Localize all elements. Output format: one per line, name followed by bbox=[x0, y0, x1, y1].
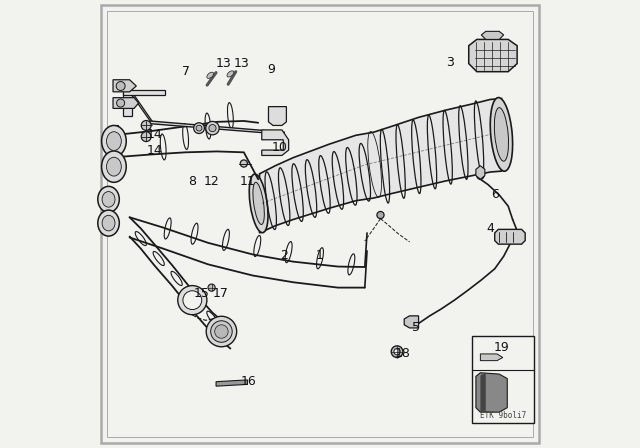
Polygon shape bbox=[468, 39, 517, 72]
Ellipse shape bbox=[194, 123, 204, 134]
Polygon shape bbox=[404, 316, 419, 328]
Ellipse shape bbox=[102, 192, 115, 207]
Text: 8: 8 bbox=[188, 175, 196, 188]
Polygon shape bbox=[262, 130, 289, 155]
Ellipse shape bbox=[116, 82, 125, 90]
Text: 7: 7 bbox=[182, 65, 189, 78]
Polygon shape bbox=[476, 166, 485, 179]
Text: 6: 6 bbox=[491, 188, 499, 202]
Polygon shape bbox=[150, 121, 284, 134]
FancyBboxPatch shape bbox=[472, 336, 534, 423]
Ellipse shape bbox=[102, 215, 115, 231]
Polygon shape bbox=[481, 31, 504, 39]
Polygon shape bbox=[260, 99, 502, 233]
Ellipse shape bbox=[394, 349, 400, 355]
Text: 5: 5 bbox=[412, 320, 420, 334]
Ellipse shape bbox=[377, 211, 384, 219]
Ellipse shape bbox=[490, 98, 513, 171]
Ellipse shape bbox=[209, 125, 216, 132]
Ellipse shape bbox=[205, 121, 219, 135]
Text: 1: 1 bbox=[316, 249, 324, 262]
Ellipse shape bbox=[116, 99, 125, 107]
Ellipse shape bbox=[476, 168, 484, 179]
Ellipse shape bbox=[106, 132, 122, 151]
Polygon shape bbox=[216, 380, 248, 386]
Text: 13: 13 bbox=[215, 57, 231, 70]
Ellipse shape bbox=[215, 325, 228, 338]
Polygon shape bbox=[116, 125, 118, 152]
Text: 19: 19 bbox=[493, 340, 509, 354]
Text: 15: 15 bbox=[193, 287, 209, 300]
Ellipse shape bbox=[102, 151, 126, 182]
Polygon shape bbox=[113, 98, 138, 108]
Ellipse shape bbox=[178, 286, 207, 314]
Ellipse shape bbox=[207, 72, 214, 78]
Ellipse shape bbox=[106, 157, 122, 176]
Ellipse shape bbox=[183, 291, 202, 310]
Text: 14: 14 bbox=[147, 128, 162, 141]
Text: 11: 11 bbox=[239, 175, 255, 188]
Text: 16: 16 bbox=[241, 375, 256, 388]
Text: 3: 3 bbox=[446, 56, 454, 69]
Text: 13: 13 bbox=[234, 57, 250, 70]
Polygon shape bbox=[132, 92, 152, 124]
Ellipse shape bbox=[141, 132, 151, 142]
Ellipse shape bbox=[249, 174, 268, 233]
Text: 10: 10 bbox=[272, 141, 287, 155]
Ellipse shape bbox=[206, 316, 237, 347]
Ellipse shape bbox=[196, 125, 202, 131]
Ellipse shape bbox=[98, 210, 119, 236]
Polygon shape bbox=[495, 229, 525, 244]
Text: 12: 12 bbox=[204, 175, 220, 188]
Polygon shape bbox=[269, 107, 287, 125]
Ellipse shape bbox=[141, 121, 151, 130]
Ellipse shape bbox=[494, 108, 509, 161]
Ellipse shape bbox=[253, 182, 264, 224]
Text: 4: 4 bbox=[486, 222, 494, 235]
Text: 17: 17 bbox=[212, 287, 228, 300]
Ellipse shape bbox=[208, 284, 215, 291]
Ellipse shape bbox=[240, 160, 248, 167]
Polygon shape bbox=[123, 90, 165, 95]
Polygon shape bbox=[123, 93, 132, 116]
Text: ETK 9boli7: ETK 9boli7 bbox=[480, 411, 526, 420]
Ellipse shape bbox=[98, 186, 119, 212]
Polygon shape bbox=[476, 373, 508, 412]
Polygon shape bbox=[481, 354, 503, 361]
Polygon shape bbox=[113, 80, 136, 92]
Ellipse shape bbox=[391, 346, 403, 358]
Text: 9: 9 bbox=[267, 63, 275, 76]
Polygon shape bbox=[481, 373, 486, 412]
Text: 2: 2 bbox=[280, 249, 288, 262]
Ellipse shape bbox=[227, 71, 234, 77]
Text: 14: 14 bbox=[147, 143, 162, 157]
Ellipse shape bbox=[102, 125, 126, 157]
Text: 18: 18 bbox=[395, 347, 411, 361]
Ellipse shape bbox=[211, 321, 232, 342]
